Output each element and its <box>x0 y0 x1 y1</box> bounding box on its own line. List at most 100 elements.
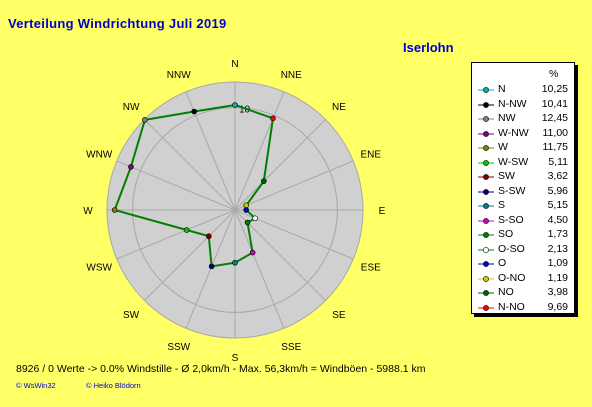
legend-marker <box>478 159 494 166</box>
data-point-wnw <box>128 164 134 170</box>
spoke-sse <box>234 209 285 329</box>
legend-direction: W-NW <box>498 126 529 139</box>
legend-marker <box>478 174 494 180</box>
legend-value: 3,98 <box>547 286 568 298</box>
legend-row: S-SW 5,96 <box>478 185 570 199</box>
spoke-ene <box>234 160 354 211</box>
data-point-se <box>244 219 251 226</box>
credit-wswin: © WsWin32 <box>16 381 56 390</box>
legend-value: 1,73 <box>547 228 568 240</box>
legend-marker <box>478 246 494 253</box>
legend-direction: N <box>498 83 506 95</box>
axis-label-s: S <box>232 353 239 364</box>
legend-row: W-SW 5,11 <box>478 156 570 170</box>
legend-direction: S-SO <box>498 213 524 226</box>
credit-author: © Heiko Blödorn <box>86 381 141 390</box>
data-point-ene <box>243 202 250 209</box>
axis-label-sw: SW <box>123 310 140 321</box>
data-point-ssw <box>208 263 215 270</box>
legend-row: O-NO 1,19 <box>478 272 570 286</box>
legend-marker <box>478 116 494 122</box>
spoke-ssw <box>185 209 236 329</box>
legend-row: O-SO 2,13 <box>478 243 570 257</box>
data-point-ese <box>252 215 258 222</box>
legend-marker <box>478 290 494 296</box>
legend-direction: NO <box>498 286 514 298</box>
spoke-wsw <box>116 209 236 260</box>
legend-value: 1,09 <box>547 257 568 269</box>
legend-marker <box>478 232 494 238</box>
data-point-s <box>232 259 238 266</box>
data-point-nnw <box>191 108 198 115</box>
legend-value: 3,62 <box>547 170 568 182</box>
axis-label-nw: NW <box>123 102 140 113</box>
legend-direction: W-SW <box>498 155 529 168</box>
spoke-nne <box>234 91 285 211</box>
axis-label-wnw: WNW <box>86 150 113 161</box>
location-label: Iserlohn <box>403 40 454 55</box>
legend-value: 5,11 <box>548 155 568 168</box>
legend-unit: % <box>549 68 559 80</box>
legend-direction: O <box>498 257 507 269</box>
legend-value: 10,41 <box>541 97 568 110</box>
legend-value: 9,69 <box>547 300 568 313</box>
chart-title: Verteilung Windrichtung Juli 2019 <box>8 16 227 31</box>
legend-marker <box>478 145 494 151</box>
legend-direction: SW <box>498 170 515 182</box>
legend-value: 11,00 <box>542 126 569 139</box>
legend-direction: S-SW <box>498 184 526 197</box>
legend-row: SO 1,73 <box>478 228 570 242</box>
legend-value: 5,15 <box>547 199 568 211</box>
legend-value: 5,96 <box>547 184 568 197</box>
legend-direction: N-NW <box>498 97 527 110</box>
legend-direction: N-NO <box>498 300 525 313</box>
axis-label-e: E <box>379 206 386 217</box>
legend-row: N-NW 10,41 <box>478 98 570 112</box>
axis-label-nnw: NNW <box>167 70 191 81</box>
legend: % N 10,25 N-NW 10,41 NW 12,45 W-NW 11,00 W 11,75 W… <box>471 62 575 314</box>
legend-value: 11,75 <box>542 141 569 153</box>
legend-value: 4,50 <box>547 213 568 226</box>
axis-label-se: SE <box>332 310 346 321</box>
spoke-se <box>234 209 326 301</box>
legend-direction: O-SO <box>498 242 525 255</box>
legend-marker <box>478 101 494 108</box>
legend-marker <box>478 261 494 267</box>
axis-label-ssw: SSW <box>167 342 190 353</box>
data-point-e <box>243 207 249 213</box>
legend-marker <box>478 130 494 137</box>
spoke-ne <box>234 119 326 211</box>
legend-row: NO 3,98 <box>478 286 570 300</box>
legend-row: W-NW 11,00 <box>478 127 570 141</box>
legend-row: N 10,25 <box>478 83 570 97</box>
spoke-wnw <box>116 160 236 211</box>
data-point-nw <box>142 117 148 123</box>
legend-marker <box>478 217 494 224</box>
data-point-n <box>232 102 238 108</box>
spoke-nw <box>144 119 236 211</box>
legend-direction: S <box>498 199 506 211</box>
legend-marker <box>478 203 494 209</box>
legend-value: 12,45 <box>541 112 568 124</box>
axis-label-ene: ENE <box>361 150 382 161</box>
footer-stats: 8926 / 0 Werte -> 0.0% Windstille - Ø 2,… <box>16 363 426 375</box>
legend-row: NW 12,45 <box>478 112 570 126</box>
axis-label-nne: NNE <box>281 70 302 81</box>
legend-value: 10,25 <box>541 83 568 95</box>
spoke-sw <box>144 209 236 301</box>
axis-label-ese: ESE <box>361 262 381 273</box>
legend-row: N-NO 9,69 <box>478 301 570 315</box>
legend-direction: SO <box>498 228 514 240</box>
data-point-ne <box>261 178 267 184</box>
legend-value: 2,13 <box>547 242 568 255</box>
legend-marker <box>478 188 494 195</box>
legend-direction: O-NO <box>498 271 526 284</box>
data-point-w <box>111 207 118 213</box>
legend-row: SW 3,62 <box>478 170 570 184</box>
legend-marker <box>478 87 494 93</box>
legend-marker <box>478 275 494 282</box>
axis-label-sse: SSE <box>281 342 301 353</box>
axis-label-wsw: WSW <box>86 262 112 273</box>
axis-label-ne: NE <box>332 102 346 113</box>
